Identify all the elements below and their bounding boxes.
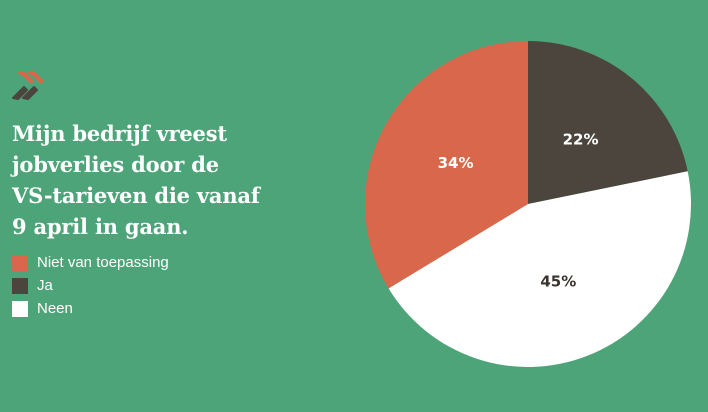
- legend-swatch: [12, 300, 28, 317]
- legend-label: Ja: [37, 277, 53, 294]
- pie-slice-niet-van-toepassing: [364, 41, 528, 289]
- chart-title: Mijn bedrijf vreest jobverlies door de V…: [12, 118, 312, 242]
- title-line: VS-tarieven die vanaf: [12, 183, 260, 208]
- legend-swatch: [12, 277, 28, 294]
- legend-swatch: [12, 254, 28, 271]
- title-line: 9 april in gaan.: [12, 214, 189, 239]
- chart-legend: Niet van toepassing Ja Neen: [12, 251, 169, 320]
- legend-item-niet-van-toepassing: Niet van toepassing: [12, 251, 169, 274]
- title-line: Mijn bedrijf vreest: [12, 121, 227, 146]
- pie-label-niet-van-toepassing: 34%: [438, 154, 474, 172]
- pie-slice-ja: [528, 41, 688, 204]
- legend-label: Niet van toepassing: [37, 254, 169, 271]
- pie-label-neen: 45%: [540, 272, 576, 290]
- chevron-top-icon: [15, 71, 44, 84]
- title-line: jobverlies door de: [12, 152, 219, 177]
- legend-item-ja: Ja: [12, 274, 169, 297]
- chevron-bottom-icon: [12, 86, 38, 100]
- pie-label-ja: 22%: [563, 131, 599, 149]
- pie-slice-neen: [388, 171, 691, 367]
- logo-chevron-icon: [12, 71, 44, 100]
- legend-label: Neen: [37, 300, 73, 317]
- legend-item-neen: Neen: [12, 297, 169, 320]
